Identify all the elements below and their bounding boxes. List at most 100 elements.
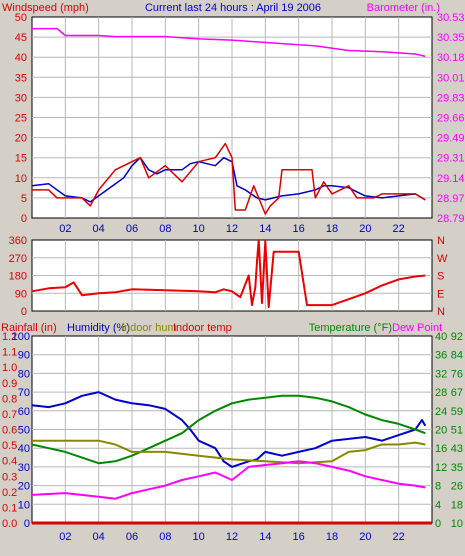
hour-tick-label: 22: [393, 223, 405, 235]
humidity-axis-label: Humidity (%): [67, 322, 130, 334]
humidity-tick-label: 30: [18, 462, 30, 474]
fahrenheit-tick-label: 43: [451, 443, 463, 455]
compass-tick-label: N: [437, 235, 445, 247]
windspeed-tick-label: 35: [15, 72, 27, 84]
rainfall-tick-label: 0.8: [2, 393, 17, 405]
hour-tick-label: 16: [293, 223, 305, 235]
rainfall-tick-label: 1.0: [2, 362, 17, 374]
barometer-tick-label: 28.79: [437, 213, 465, 225]
hour-tick-label: 08: [159, 531, 171, 543]
hour-tick-label: 14: [259, 531, 271, 543]
rainfall-tick-label: 0.3: [2, 471, 17, 483]
rainfall-tick-label: 0.0: [2, 518, 17, 530]
hour-tick-label: 04: [93, 531, 105, 543]
windspeed-tick-label: 10: [15, 173, 27, 185]
fahrenheit-tick-label: 10: [451, 518, 463, 530]
barometer-tick-label: 29.14: [437, 173, 465, 185]
fahrenheit-tick-label: 51: [451, 425, 463, 437]
windspeed-tick-label: 40: [15, 52, 27, 64]
windspeed-tick-label: 20: [15, 133, 27, 145]
rainfall-tick-label: 0.7: [2, 409, 17, 421]
humidity-tick-label: 70: [18, 387, 30, 399]
hour-tick-label: 12: [226, 531, 238, 543]
barometer-tick-label: 30.01: [437, 72, 465, 84]
humidity-tick-label: 10: [18, 499, 30, 511]
rainfall-tick-label: 0.5: [2, 440, 17, 452]
fahrenheit-tick-label: 35: [451, 462, 463, 474]
windspeed-tick-label: 30: [15, 92, 27, 104]
direction-tick-label: 0: [21, 306, 27, 318]
panel-1-series-1: [32, 142, 426, 215]
barometer-tick-label: 28.97: [437, 193, 465, 205]
panel-1-series-2: [32, 27, 426, 58]
direction-tick-label: 270: [9, 253, 27, 265]
hour-tick-label: 20: [359, 223, 371, 235]
fahrenheit-tick-label: 84: [451, 350, 463, 362]
rainfall-tick-label: 0.6: [2, 425, 17, 437]
panel-1-series-0: [31, 156, 426, 203]
celsius-tick-label: 32: [435, 368, 447, 380]
rainfall-tick-label: 1.2: [2, 331, 17, 343]
barometer-axis-label: Barometer (in.): [367, 2, 440, 14]
fahrenheit-tick-label: 26: [451, 481, 463, 493]
fahrenheit-tick-label: 67: [451, 387, 463, 399]
humidity-tick-label: 90: [18, 350, 30, 362]
dew-point-label: Dew Point: [392, 322, 442, 334]
celsius-tick-label: 40: [435, 331, 447, 343]
fahrenheit-tick-label: 18: [451, 499, 463, 511]
hour-tick-label: 18: [326, 531, 338, 543]
chart-title: Current last 24 hours : April 19 2006: [145, 2, 321, 14]
hour-tick-label: 02: [59, 531, 71, 543]
rainfall-tick-label: 1.1: [2, 347, 17, 359]
hour-tick-label: 10: [193, 223, 205, 235]
barometer-tick-label: 30.53: [437, 12, 465, 24]
fahrenheit-tick-label: 59: [451, 406, 463, 418]
panel-3-series-0: [31, 391, 427, 468]
temperature-axis-label: Temperature (°F): [309, 322, 392, 334]
panel-3-series-3: [31, 460, 426, 500]
humidity-tick-label: 50: [18, 425, 30, 437]
panel-3-series-1: [31, 394, 426, 465]
barometer-tick-label: 29.83: [437, 92, 465, 104]
celsius-tick-label: 36: [435, 350, 447, 362]
rainfall-tick-label: 0.9: [2, 378, 17, 390]
hour-tick-label: 20: [359, 531, 371, 543]
panel-3-series-2: [32, 439, 426, 465]
windspeed-tick-label: 25: [15, 113, 27, 125]
celsius-tick-label: 24: [435, 406, 447, 418]
hour-tick-label: 14: [259, 223, 271, 235]
hour-tick-label: 06: [126, 223, 138, 235]
celsius-tick-label: 20: [435, 425, 447, 437]
hour-tick-label: 22: [393, 531, 405, 543]
compass-tick-label: S: [437, 271, 444, 283]
barometer-tick-label: 29.31: [437, 153, 465, 165]
celsius-tick-label: 28: [435, 387, 447, 399]
hour-tick-label: 06: [126, 531, 138, 543]
humidity-tick-label: 0: [24, 518, 30, 530]
humidity-tick-label: 80: [18, 368, 30, 380]
humidity-tick-label: 60: [18, 406, 30, 418]
direction-tick-label: 360: [9, 235, 27, 247]
celsius-tick-label: 4: [435, 499, 441, 511]
windspeed-tick-label: 5: [21, 193, 27, 205]
barometer-tick-label: 30.35: [437, 32, 465, 44]
hour-tick-label: 16: [293, 531, 305, 543]
rainfall-axis-label: Rainfall (in): [1, 322, 57, 334]
windspeed-tick-label: 45: [15, 32, 27, 44]
rainfall-tick-label: 0.1: [2, 502, 17, 514]
celsius-tick-label: 12: [435, 462, 447, 474]
direction-series-0: [31, 239, 426, 309]
rainfall-tick-label: 0.2: [2, 487, 17, 499]
barometer-tick-label: 29.49: [437, 133, 465, 145]
windspeed-tick-label: 0: [21, 213, 27, 225]
barometer-tick-label: 29.66: [437, 113, 465, 125]
hour-tick-label: 08: [159, 223, 171, 235]
compass-tick-label: E: [437, 288, 444, 300]
fahrenheit-tick-label: 76: [451, 368, 463, 380]
hour-tick-label: 02: [59, 223, 71, 235]
indoor-temp-label: Indoor temp: [173, 322, 232, 334]
chart-panels: 0510152025303540455028.7928.9729.1429.31…: [2, 12, 465, 543]
humidity-tick-label: 100: [12, 331, 30, 343]
